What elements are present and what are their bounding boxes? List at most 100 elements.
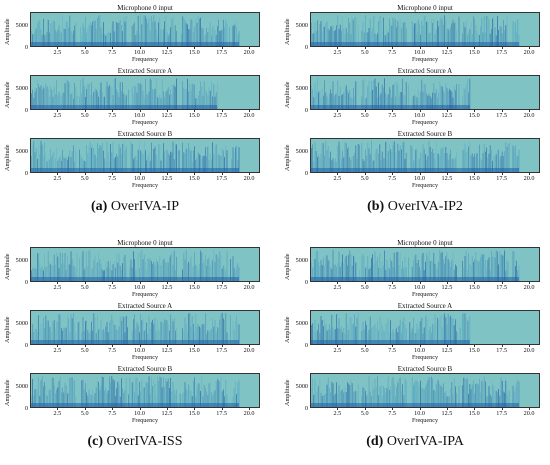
spectral-column (199, 264, 200, 281)
spectral-column (109, 84, 110, 109)
x-tick-mark (529, 345, 530, 347)
spectral-column (324, 26, 325, 46)
spectral-column (452, 97, 454, 109)
spectral-column (427, 95, 429, 109)
spectral-column (327, 377, 329, 407)
spectral-column (135, 155, 137, 172)
spectral-column (408, 257, 409, 281)
spectral-column (137, 325, 139, 344)
spectral-column (110, 260, 111, 281)
spectral-column (63, 92, 65, 109)
spectral-column (141, 24, 143, 46)
spectral-column (195, 265, 197, 281)
spectral-column (53, 254, 55, 281)
spectral-column (371, 395, 372, 407)
spectral-column (155, 394, 157, 407)
spectral-column (405, 152, 407, 172)
spectral-column (59, 93, 61, 109)
spectral-column (349, 317, 351, 344)
low-frequency-band (31, 277, 240, 281)
spectral-column (185, 88, 187, 109)
spectral-column (83, 269, 85, 281)
subplot-1: Microphone 0 input Amplitude 0 5000 2.5 5.0 7.… (0, 4, 270, 64)
spectral-column (111, 375, 113, 407)
spectral-column (429, 146, 431, 172)
x-tick-mark (194, 282, 195, 284)
spectral-column (206, 156, 207, 172)
spectral-column (206, 391, 207, 407)
spectral-column (119, 316, 121, 344)
spectral-column (214, 320, 216, 344)
spectral-column (458, 84, 460, 109)
spectral-column (197, 383, 199, 407)
spectral-column (467, 270, 468, 281)
spectral-column (425, 261, 426, 281)
spectral-column (379, 16, 381, 46)
spectral-column (451, 91, 453, 109)
spectral-column (372, 254, 373, 281)
spectral-column (31, 30, 32, 46)
spectral-column (495, 390, 497, 407)
spectral-column (503, 255, 504, 281)
spectral-column (451, 382, 453, 407)
spectral-column (206, 266, 207, 281)
spectral-column (378, 153, 379, 172)
spectral-column (92, 21, 93, 46)
spectral-column (397, 143, 399, 172)
x-tick-mark (139, 47, 141, 49)
spectral-column (315, 250, 317, 281)
spectral-column (218, 153, 219, 172)
spectral-column (330, 151, 331, 172)
spectral-column (70, 377, 72, 407)
spectral-column (190, 326, 192, 344)
spectral-column (123, 317, 125, 344)
spectral-column (200, 154, 201, 172)
spectral-column (361, 96, 363, 109)
x-tick-mark (529, 47, 530, 49)
spectral-column (47, 251, 49, 281)
x-axis-label: Frequency (411, 291, 439, 298)
spectral-column (103, 329, 104, 344)
spectral-column (207, 330, 209, 344)
spectral-column (434, 158, 436, 172)
spectral-column (515, 145, 516, 172)
spectral-column (139, 141, 140, 172)
spectral-column (43, 386, 44, 407)
spectral-column (218, 328, 219, 344)
spectral-column (337, 15, 339, 46)
spectral-column (392, 84, 394, 109)
spectral-column (410, 331, 412, 344)
spectral-column (323, 326, 324, 344)
spectral-column (103, 96, 104, 109)
subplot-2: Extracted Source A Amplitude 0 5000 2.5 5.0 7.… (0, 67, 270, 127)
spectral-column (323, 27, 324, 46)
spectral-column (217, 255, 218, 281)
spectral-column (413, 260, 414, 281)
spectral-column (51, 332, 53, 344)
spectral-column (402, 78, 403, 109)
spectral-column (99, 389, 101, 407)
spectral-column (416, 381, 418, 407)
spectral-column (97, 380, 98, 407)
spectral-column (236, 394, 237, 407)
spectral-column (205, 255, 206, 281)
spectral-column (417, 381, 419, 407)
spectral-column (513, 391, 515, 407)
spectral-column (467, 78, 468, 109)
spectral-column (446, 28, 448, 46)
spectral-column (122, 30, 123, 46)
spectral-column (219, 381, 221, 407)
x-tick-mark (57, 173, 58, 175)
spectral-column (374, 152, 376, 172)
spectral-column (320, 260, 322, 281)
x-tick-mark (194, 47, 195, 49)
spectral-column (404, 256, 406, 281)
spectral-column (312, 378, 313, 407)
spectral-column (211, 35, 212, 46)
spectral-column (225, 19, 227, 46)
spectral-column (163, 322, 164, 344)
spectral-column (33, 331, 35, 344)
spectral-column (237, 34, 239, 46)
spectral-column (361, 30, 363, 46)
spectral-column (389, 144, 390, 172)
